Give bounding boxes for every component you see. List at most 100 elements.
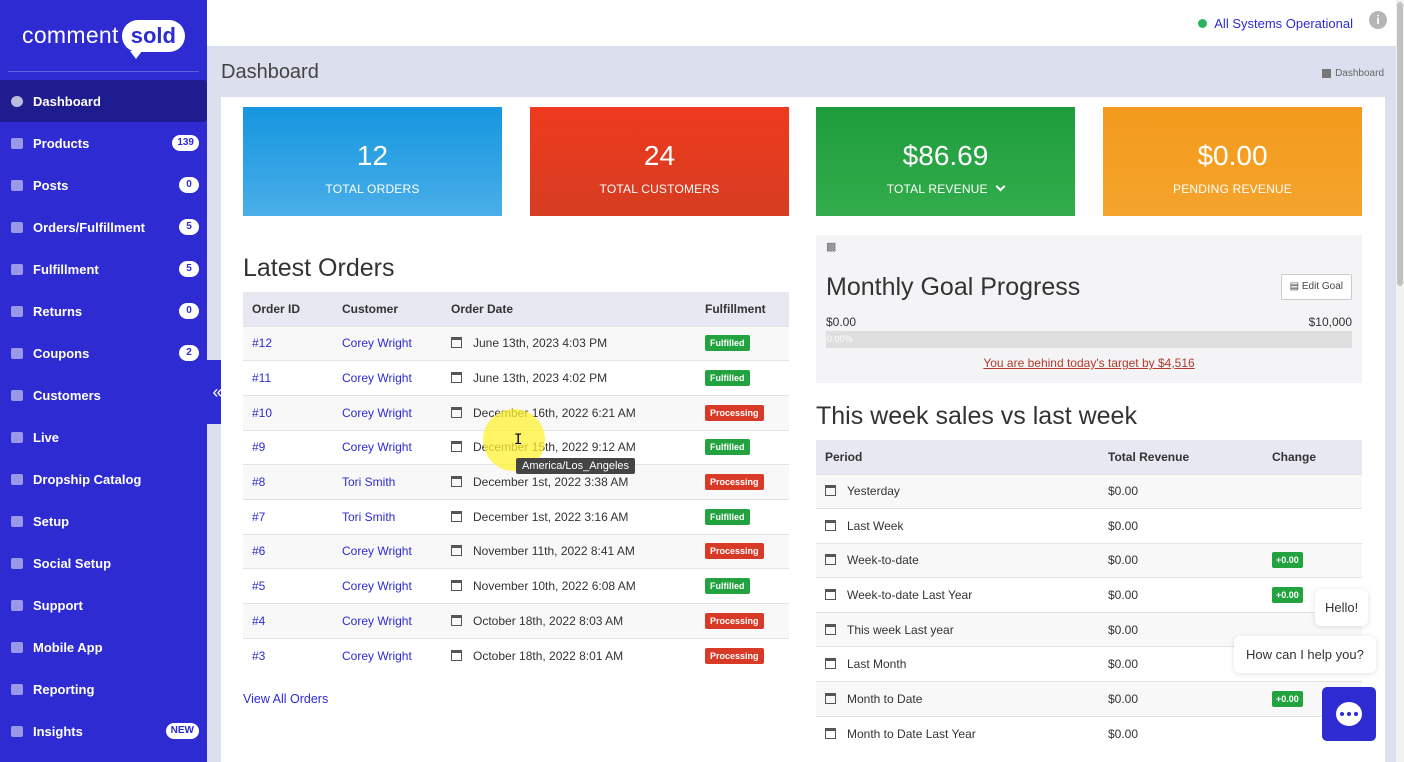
table-row[interactable]: #7 Tori Smith December 1st, 2022 3:16 AM Fu… [243,498,789,535]
fulfillment-status-badge: Processing [705,404,764,421]
order-id-link[interactable]: #5 [252,579,266,594]
customer-link[interactable]: Corey Wright [342,544,412,559]
column-header: Period [816,440,1099,474]
table-row[interactable]: #11 Corey Wright June 13th, 2023 4:02 PM Fu… [243,360,789,396]
order-id-link[interactable]: #8 [252,475,266,490]
table-row: Last Week $0.00 [816,508,1362,544]
chat-prompt[interactable]: How can I help you? [1234,636,1376,673]
customer-link[interactable]: Tori Smith [342,475,396,490]
period-label: Month to Date [847,691,923,706]
sidebar-item-fulfillment[interactable]: Fulfillment 5 [0,248,207,290]
nav-icon [9,682,25,696]
order-id-link[interactable]: #9 [252,440,266,455]
order-id-link[interactable]: #4 [252,613,266,628]
nav-icon [9,304,25,318]
order-id-link[interactable]: #3 [252,648,266,663]
customer-link[interactable]: Corey Wright [342,336,412,351]
fulfillment-status-badge: Processing [705,612,764,629]
sidebar-item-setup[interactable]: Setup [0,500,207,542]
sidebar-item-coupons[interactable]: Coupons 2 [0,332,207,374]
table-row[interactable]: #5 Corey Wright November 10th, 2022 6:08 A… [243,568,789,604]
calendar-icon [825,623,836,635]
order-id-link[interactable]: #12 [252,336,273,351]
sidebar-item-orders-fulfillment[interactable]: Orders/Fulfillment 5 [0,206,207,248]
period-revenue: $0.00 [1108,518,1139,533]
sidebar-item-posts[interactable]: Posts 0 [0,164,207,206]
sidebar-item-label: Fulfillment [33,261,99,277]
column-header: Fulfillment [696,292,789,326]
scrollbar-thumb[interactable] [1397,2,1403,286]
customer-link[interactable]: Corey Wright [342,613,412,628]
sidebar-item-dropship-catalog[interactable]: Dropship Catalog [0,458,207,500]
customer-link[interactable]: Tori Smith [342,509,396,524]
system-status[interactable]: All Systems Operational [1198,16,1353,31]
table-row[interactable]: #6 Corey Wright November 11th, 2022 8:41 A… [243,533,789,569]
lock-icon: ▩ [826,241,837,253]
nav-icon [9,430,25,444]
table-row[interactable]: #12 Corey Wright June 13th, 2023 4:03 PM Fu… [243,325,789,361]
sidebar-item-insights[interactable]: Insights NEW [0,710,207,752]
calendar-icon [451,580,462,592]
sidebar-item-label: Social Setup [33,555,112,571]
view-all-orders-link[interactable]: View All Orders [243,692,329,706]
calendar-icon [451,476,462,488]
customer-link[interactable]: Corey Wright [342,579,412,594]
fulfillment-status-badge: Processing [705,543,764,560]
latest-orders-title: Latest Orders [243,254,395,282]
order-date: June 13th, 2023 4:02 PM [473,371,608,386]
edit-goal-button[interactable]: ▤ Edit Goal [1280,274,1352,300]
sidebar-item-label: Setup [33,513,70,529]
fulfillment-status-badge: Processing [705,474,764,491]
info-icon[interactable]: i [1369,11,1387,29]
customer-link[interactable]: Corey Wright [342,440,412,455]
period-revenue: $0.00 [1108,657,1139,672]
total-customers-card[interactable]: 24 TOTAL CUSTOMERS [530,107,789,216]
period-label: Yesterday [847,484,900,499]
sidebar-item-customers[interactable]: Customers [0,374,207,416]
order-id-link[interactable]: #7 [252,509,266,524]
table-row: Yesterday $0.00 [816,473,1362,509]
total-revenue-dropdown[interactable]: TOTAL REVENUE [816,181,1075,196]
customer-link[interactable]: Corey Wright [342,648,412,663]
pending-revenue-label: PENDING REVENUE [1172,182,1293,196]
order-id-link[interactable]: #11 [252,371,272,386]
weekly-sales-title: This week sales vs last week [816,402,1137,430]
goal-min: $0.00 [826,315,857,329]
sidebar-item-products[interactable]: Products 139 [0,122,207,164]
change-badge: +0.00 [1272,690,1303,707]
customer-link[interactable]: Corey Wright [342,371,412,386]
sidebar-item-returns[interactable]: Returns 0 [0,290,207,332]
sidebar-item-reporting[interactable]: Reporting [0,668,207,710]
period-label: Week-to-date Last Year [847,588,973,603]
chevron-down-icon [995,181,1006,192]
nav-count-badge: 0 [179,177,199,193]
nav-icon [9,94,25,108]
total-revenue-card[interactable]: $86.69 TOTAL REVENUE [816,107,1075,216]
sidebar-item-mobile-app[interactable]: Mobile App [0,626,207,668]
total-orders-card[interactable]: 12 TOTAL ORDERS [243,107,502,216]
order-id-link[interactable]: #10 [252,405,273,420]
breadcrumb[interactable]: Dashboard [1322,68,1384,79]
nav-count-badge: 5 [179,219,199,235]
sidebar-item-label: Support [33,597,83,613]
brand-logo[interactable]: comment sold [8,0,199,72]
page-scrollbar[interactable] [1396,0,1404,762]
fulfillment-status-badge: Fulfilled [705,508,750,525]
order-id-link[interactable]: #6 [252,544,266,559]
calendar-icon [825,692,836,704]
pending-revenue-card[interactable]: $0.00 PENDING REVENUE [1103,107,1362,216]
sidebar-item-support[interactable]: Support [0,584,207,626]
table-row[interactable]: #4 Corey Wright October 18th, 2022 8:03 AM… [243,603,789,639]
chat-greeting[interactable]: Hello! [1315,589,1369,626]
sidebar-item-social-setup[interactable]: Social Setup [0,542,207,584]
bar-chart-icon: ▤ [1289,281,1300,292]
sidebar-item-live[interactable]: Live [0,416,207,458]
table-row[interactable]: #3 Corey Wright October 18th, 2022 8:01 AM… [243,637,789,673]
goal-message[interactable]: You are behind today's target by $4,516 [983,356,1195,370]
period-revenue: $0.00 [1108,691,1139,706]
chat-launcher-button[interactable] [1322,687,1376,741]
customer-link[interactable]: Corey Wright [342,405,412,420]
table-row[interactable]: #10 Corey Wright December 16th, 2022 6:21 … [243,394,789,431]
sidebar-item-dashboard[interactable]: Dashboard [0,80,207,122]
logo-bubble: sold [121,19,185,59]
